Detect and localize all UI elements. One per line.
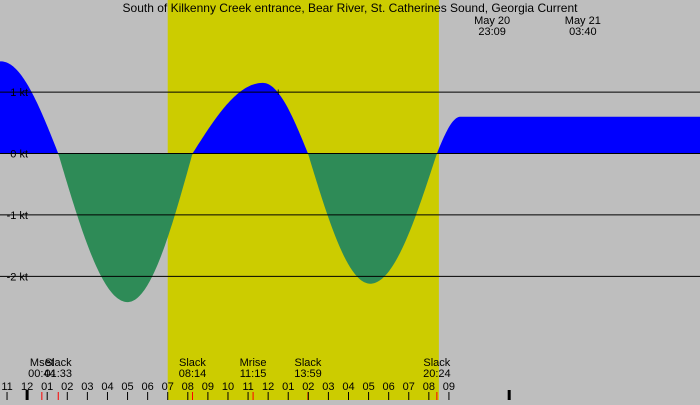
hour-tick-label: 01	[282, 381, 294, 393]
bottom-event-labels: Mset00:44Slack01:33Slack08:14Mrise11:15S…	[28, 357, 451, 400]
event-day-label: May 20	[474, 15, 510, 27]
hour-tick-label: 04	[342, 381, 354, 393]
y-tick-label: -1 kt	[7, 210, 28, 222]
hour-tick-label: 12	[262, 381, 274, 393]
y-tick-label: 1 kt	[10, 87, 28, 99]
hour-tick-label: 03	[322, 381, 334, 393]
hour-tick-label: 06	[383, 381, 395, 393]
event-time-label: 20:24	[423, 368, 451, 380]
flood-current-area	[0, 61, 700, 154]
hour-tick-label: 03	[81, 381, 93, 393]
hour-tick-label: 11	[242, 381, 253, 393]
event-time-label: 01:33	[44, 368, 72, 380]
event-day-label: May 21	[565, 15, 601, 27]
event-time-label: 23:09	[478, 26, 506, 38]
event-type-label: Mset	[30, 357, 54, 369]
y-axis-labels: 1 kt 0 kt -1 kt -2 kt	[7, 87, 28, 283]
hour-tick-label: 05	[121, 381, 133, 393]
event-type-label: Slack	[45, 357, 72, 369]
hour-tick-label: 04	[101, 381, 113, 393]
hour-tick-label: 08	[182, 381, 194, 393]
gridlines	[0, 91, 700, 277]
hour-tick-label: 06	[142, 381, 154, 393]
event-type-label: Slack	[423, 357, 450, 369]
hour-axis: 11 12 01 02 03 04 05 06 07 08 09 10 11 12 01 02 03 04 05 06…	[1, 381, 511, 400]
hour-tick-label: 02	[302, 381, 314, 393]
hour-tick-label: 08	[423, 381, 435, 393]
hour-tick-label: 05	[362, 381, 374, 393]
ebb-current-area	[0, 153, 700, 303]
event-type-label: Slack	[295, 357, 322, 369]
y-tick-label: 0 kt	[10, 149, 28, 161]
event-time-label: 11:15	[240, 368, 267, 380]
hour-tick-label: 12	[21, 381, 33, 393]
hour-tick-label: 01	[41, 381, 53, 393]
hour-tick-label: 09	[202, 381, 214, 393]
hour-tick-label: 09	[443, 381, 455, 393]
event-time-label: 03:40	[569, 26, 597, 38]
now-marker: +	[275, 87, 281, 99]
chart-title: South of Kilkenny Creek entrance, Bear R…	[123, 1, 579, 15]
event-time-label: 08:14	[179, 368, 207, 380]
event-type-label: Slack	[179, 357, 206, 369]
event-time-label: 00:44	[28, 368, 56, 380]
event-type-label: Mrise	[240, 357, 267, 369]
hour-tick-label: 02	[61, 381, 73, 393]
hour-tick-label: 11	[1, 381, 12, 393]
hour-tick-label: 10	[222, 381, 234, 393]
hour-tick-label: 07	[403, 381, 415, 393]
y-tick-label: -2 kt	[7, 271, 28, 283]
event-time-label: 13:59	[294, 368, 322, 380]
hour-tick-label: 07	[162, 381, 174, 393]
